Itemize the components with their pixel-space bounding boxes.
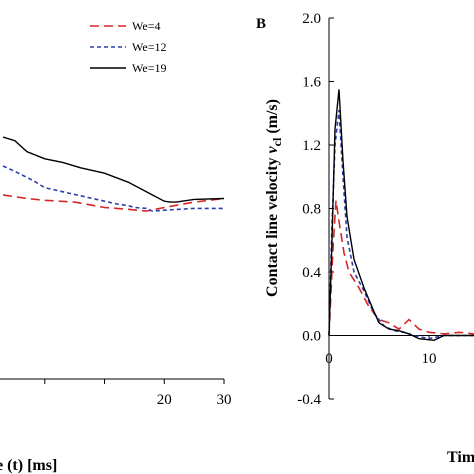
panel-b-x-tick-label: 0 <box>325 351 333 367</box>
panel-b-label: B <box>256 16 266 32</box>
panel-a-legend: We=4 We=12 We=19 <box>90 19 166 75</box>
legend-label-we-19: We=19 <box>132 61 166 75</box>
panel-a-x-axis-title: e (t) [ms] <box>0 457 57 474</box>
panel-b-y-axis-title: Contact line velocity vcl (m/s) <box>264 99 284 297</box>
panel-b: B -0.4 0.0 0.4 0.8 1.2 1.6 2.0 0 10 Contact line… <box>256 11 474 466</box>
panel-b-series <box>328 89 474 342</box>
legend-label-we-12: We=12 <box>132 40 166 54</box>
panel-b-y-tick-label: 2.0 <box>302 11 321 27</box>
panel-b-y-tick-label: 0.4 <box>302 265 321 281</box>
panel-b-series-line-we-12 <box>328 110 474 340</box>
panel-b-y-axis-title-var: v <box>264 145 281 153</box>
panel-a-x-tick-label: 30 <box>217 392 232 408</box>
panel-b-y-tick-label: 0.8 <box>302 202 321 218</box>
panel-a-x-tick-label: 20 <box>157 392 172 408</box>
panel-a-series-line-we-19 <box>2 136 225 203</box>
panel-b-series-line-we-4 <box>328 200 474 336</box>
panel-b-axes: -0.4 0.0 0.4 0.8 1.2 1.6 2.0 0 10 <box>297 11 474 408</box>
panel-b-y-tick-label: -0.4 <box>297 392 321 408</box>
panel-a-series-line-we-12 <box>2 165 224 212</box>
panel-b-y-axis-title-sub: cl <box>270 137 284 146</box>
panel-a-series <box>2 136 225 212</box>
panel-a-axes: 20 30 <box>0 378 232 408</box>
panel-b-y-axis-title-unit: (m/s) <box>264 99 281 138</box>
panel-b-y-axis-title-main: Contact line velocity <box>264 153 281 297</box>
panel-b-x-axis-title: Tim <box>447 449 474 466</box>
panel-b-y-tick-label: 0.0 <box>302 329 321 345</box>
panel-b-series-line-we-19 <box>328 89 474 342</box>
panel-b-x-tick-label: 10 <box>422 351 437 367</box>
legend-label-we-4: We=4 <box>132 19 160 33</box>
panel-b-y-tick-label: 1.6 <box>302 75 321 91</box>
panel-b-y-tick-label: 1.2 <box>302 138 321 154</box>
panel-a-series-line-we-4 <box>2 194 225 212</box>
